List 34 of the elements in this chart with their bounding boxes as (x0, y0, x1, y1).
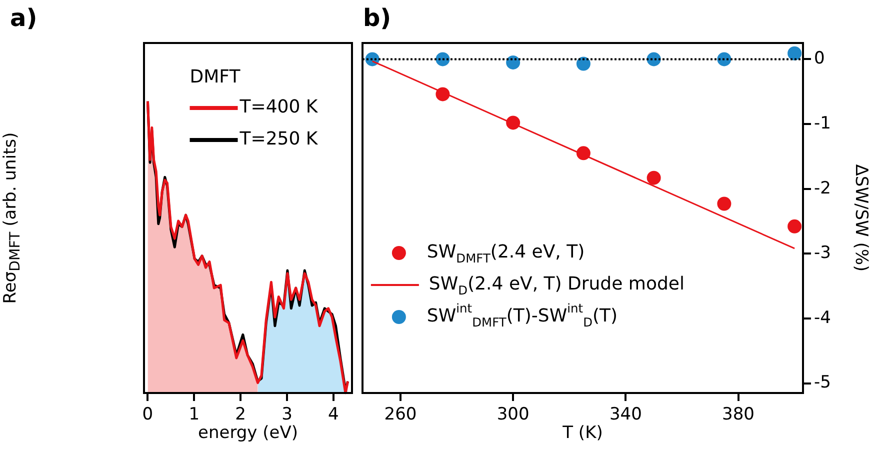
y2-tick-label: -3 (814, 243, 831, 264)
point (436, 87, 450, 102)
y2-tick-label: -2 (814, 178, 831, 198)
y2-tick-label: -1 (814, 113, 831, 134)
x-axis-title: T (K) (562, 423, 603, 443)
x-axis-title: energy (eV) (198, 423, 298, 443)
x-tick-label: 1 (188, 404, 200, 425)
y2-tick-label: 0 (814, 48, 825, 69)
point (506, 55, 520, 70)
point (717, 52, 732, 66)
point (436, 52, 450, 66)
y2-tick-label: -5 (814, 372, 831, 393)
point (788, 46, 802, 60)
point (576, 56, 590, 71)
chart-title: a) (10, 4, 38, 32)
x-tick-label: 380 (722, 404, 754, 425)
y2-tick-label: -4 (814, 308, 831, 328)
x-tick-label: 3 (282, 404, 292, 425)
x-tick-label: 4 (328, 404, 339, 425)
point (717, 196, 732, 211)
point (576, 146, 590, 160)
chart-title: b) (363, 4, 392, 32)
point (506, 116, 520, 130)
x-tick-label: 300 (496, 404, 530, 425)
x-tick-label: 340 (609, 404, 642, 425)
legend-label: T=400 K (238, 96, 319, 118)
x-tick-label: 260 (384, 404, 417, 425)
legend-title: DMFT (190, 66, 242, 88)
x-tick-label: 2 (235, 404, 246, 425)
point (788, 219, 802, 234)
point (646, 170, 661, 185)
y2-axis-title: ΔSW/SW (%) (851, 164, 871, 272)
legend-label: T=250 K (238, 128, 319, 150)
x-tick-label: 0 (142, 404, 154, 425)
